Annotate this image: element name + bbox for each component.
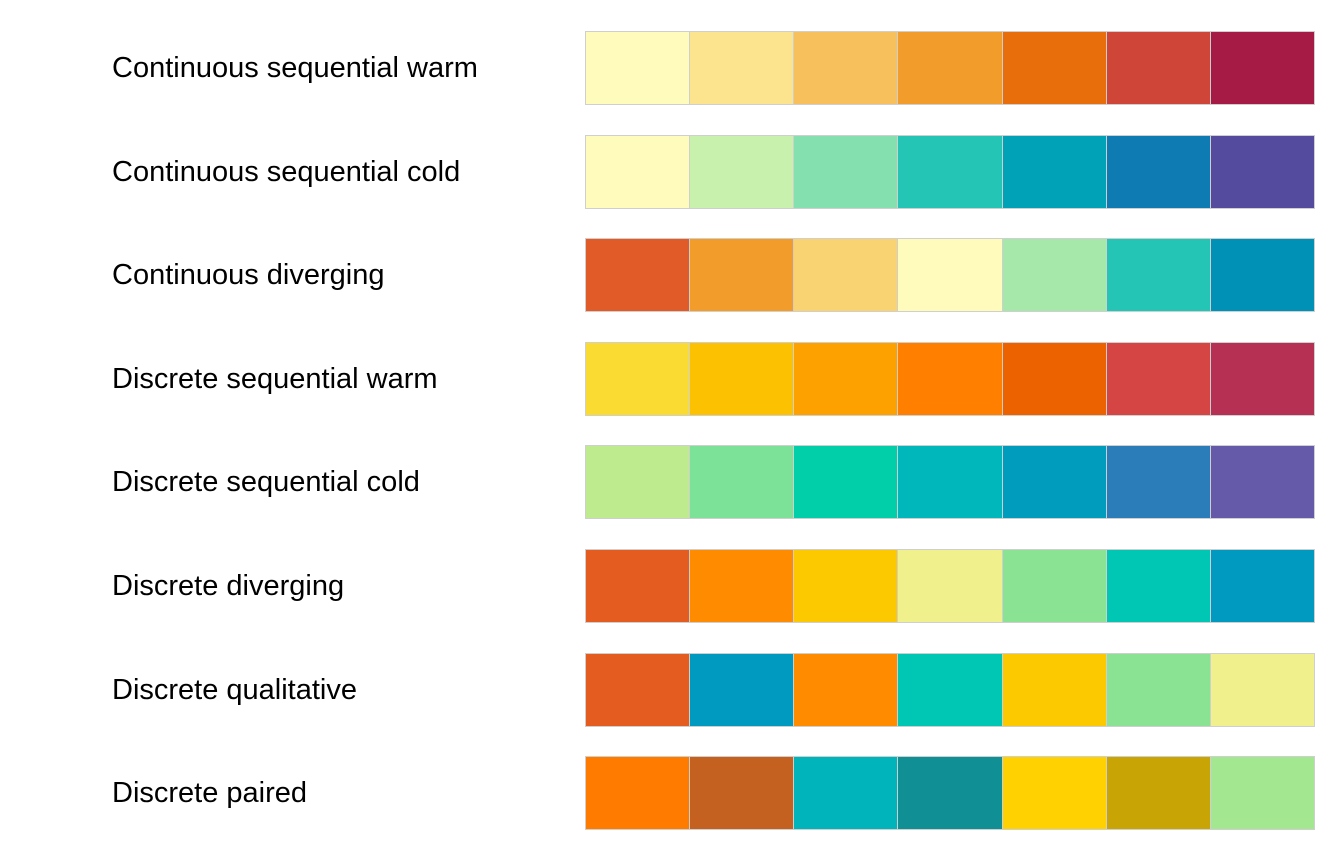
color-swatch bbox=[690, 32, 794, 104]
color-swatch bbox=[1106, 550, 1210, 622]
color-swatch bbox=[1210, 32, 1314, 104]
swatch-strip bbox=[585, 549, 1315, 623]
color-swatch bbox=[1106, 32, 1210, 104]
palette-row: Discrete diverging bbox=[0, 549, 1344, 623]
swatch-strip bbox=[585, 653, 1315, 727]
palette-label: Continuous diverging bbox=[112, 259, 385, 291]
palette-row: Continuous sequential warm bbox=[0, 31, 1344, 105]
color-swatch bbox=[1002, 654, 1106, 726]
color-swatch bbox=[1210, 757, 1314, 829]
color-swatch bbox=[794, 239, 898, 311]
color-swatch bbox=[898, 239, 1002, 311]
palette-row: Continuous diverging bbox=[0, 238, 1344, 312]
palette-label: Discrete paired bbox=[112, 777, 308, 809]
swatch-strip bbox=[585, 342, 1315, 416]
color-swatch bbox=[898, 654, 1002, 726]
swatch-strip bbox=[585, 135, 1315, 209]
color-swatch bbox=[690, 446, 794, 518]
color-swatch bbox=[690, 654, 794, 726]
palette-label: Discrete qualitative bbox=[112, 674, 357, 706]
color-swatch bbox=[898, 343, 1002, 415]
palette-row: Continuous sequential cold bbox=[0, 135, 1344, 209]
color-swatch bbox=[690, 343, 794, 415]
color-swatch bbox=[794, 343, 898, 415]
swatch-strip bbox=[585, 31, 1315, 105]
color-swatch bbox=[1106, 446, 1210, 518]
color-swatch bbox=[1002, 446, 1106, 518]
color-swatch bbox=[794, 757, 898, 829]
color-swatch bbox=[898, 446, 1002, 518]
color-swatch bbox=[586, 446, 690, 518]
color-swatch bbox=[1002, 757, 1106, 829]
color-swatch bbox=[586, 239, 690, 311]
color-swatch bbox=[898, 550, 1002, 622]
color-swatch bbox=[898, 32, 1002, 104]
palette-label: Continuous sequential cold bbox=[112, 156, 461, 188]
color-swatch bbox=[1106, 343, 1210, 415]
color-swatch bbox=[1002, 550, 1106, 622]
color-swatch bbox=[1002, 343, 1106, 415]
swatch-strip bbox=[585, 756, 1315, 830]
color-swatch bbox=[794, 654, 898, 726]
palette-row: Discrete sequential cold bbox=[0, 445, 1344, 519]
color-swatch bbox=[1106, 239, 1210, 311]
palette-row: Discrete qualitative bbox=[0, 653, 1344, 727]
color-swatch bbox=[1210, 550, 1314, 622]
color-swatch bbox=[1002, 136, 1106, 208]
color-swatch bbox=[690, 757, 794, 829]
color-swatch bbox=[794, 136, 898, 208]
palette-row: Discrete sequential warm bbox=[0, 342, 1344, 416]
swatch-strip bbox=[585, 445, 1315, 519]
color-swatch bbox=[586, 32, 690, 104]
color-swatch bbox=[1106, 757, 1210, 829]
color-swatch bbox=[1210, 239, 1314, 311]
color-swatch bbox=[898, 136, 1002, 208]
palette-label: Continuous sequential warm bbox=[112, 52, 478, 84]
color-swatch bbox=[1210, 446, 1314, 518]
color-swatch bbox=[1210, 136, 1314, 208]
color-swatch bbox=[690, 239, 794, 311]
color-swatch bbox=[1002, 239, 1106, 311]
color-swatch bbox=[1210, 654, 1314, 726]
color-swatch bbox=[690, 550, 794, 622]
color-swatch bbox=[794, 550, 898, 622]
color-swatch bbox=[794, 446, 898, 518]
color-swatch bbox=[1210, 343, 1314, 415]
palette-label: Discrete sequential warm bbox=[112, 363, 438, 395]
color-swatch bbox=[586, 654, 690, 726]
color-swatch bbox=[1106, 136, 1210, 208]
swatch-strip bbox=[585, 238, 1315, 312]
palette-label: Discrete sequential cold bbox=[112, 466, 420, 498]
color-swatch bbox=[690, 136, 794, 208]
color-swatch bbox=[586, 550, 690, 622]
color-swatch bbox=[586, 136, 690, 208]
color-swatch bbox=[1002, 32, 1106, 104]
palette-label: Discrete diverging bbox=[112, 570, 345, 602]
color-swatch bbox=[586, 757, 690, 829]
palette-row: Discrete paired bbox=[0, 756, 1344, 830]
color-swatch bbox=[1106, 654, 1210, 726]
color-swatch bbox=[898, 757, 1002, 829]
color-swatch bbox=[794, 32, 898, 104]
color-swatch bbox=[586, 343, 690, 415]
